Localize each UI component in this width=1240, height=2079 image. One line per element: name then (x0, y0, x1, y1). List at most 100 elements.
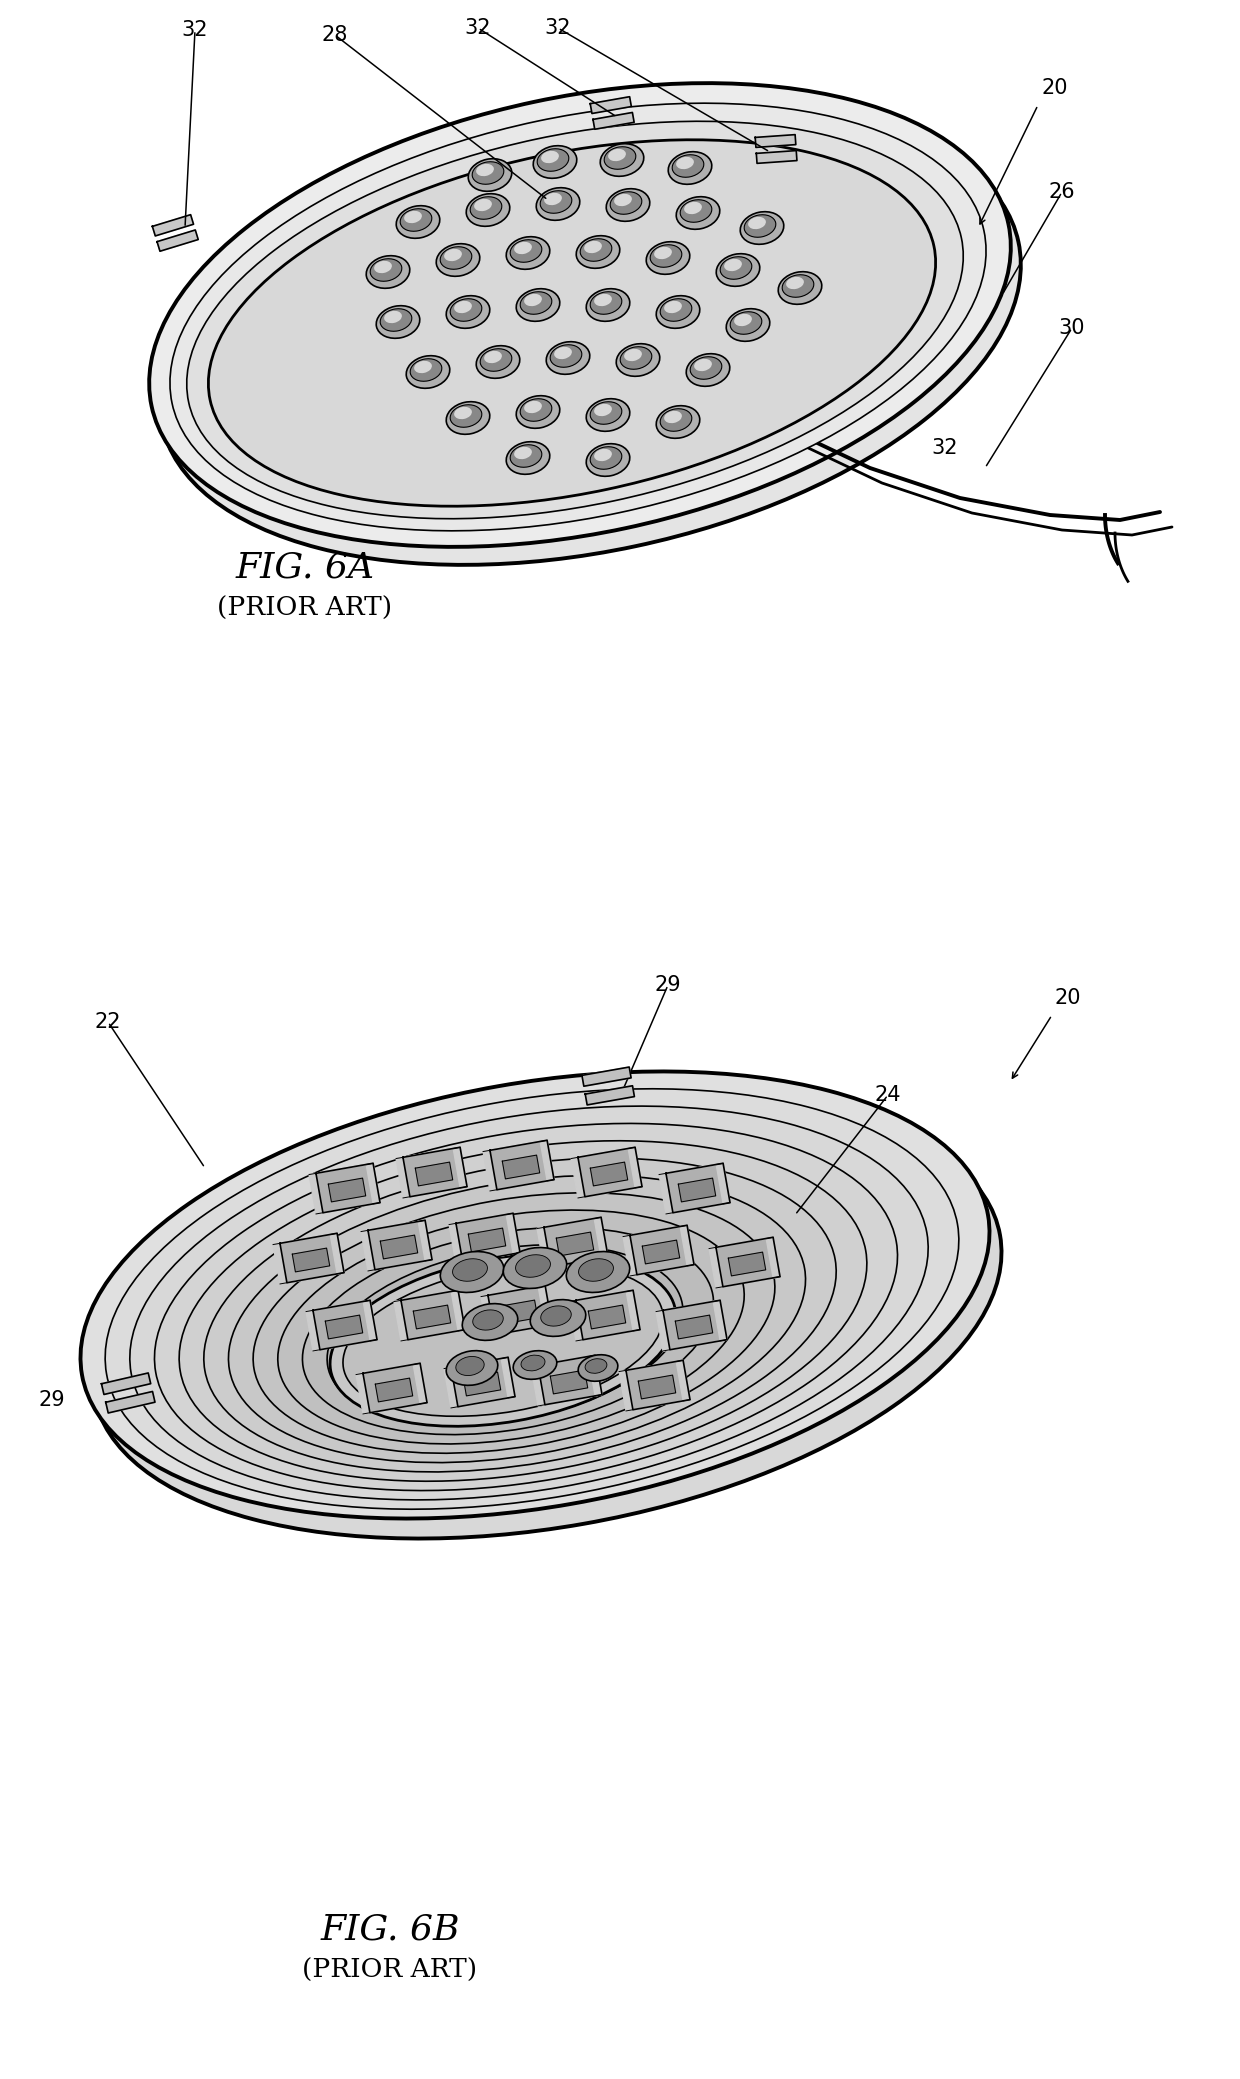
Ellipse shape (381, 310, 412, 331)
Polygon shape (481, 1285, 546, 1297)
Ellipse shape (608, 150, 626, 162)
Ellipse shape (454, 407, 472, 420)
Polygon shape (280, 1272, 343, 1285)
Ellipse shape (407, 356, 450, 389)
Polygon shape (575, 1291, 640, 1339)
Polygon shape (451, 1358, 515, 1407)
Ellipse shape (660, 299, 692, 322)
Ellipse shape (374, 260, 392, 272)
Polygon shape (544, 1218, 608, 1266)
Polygon shape (309, 1173, 322, 1214)
Ellipse shape (384, 312, 402, 322)
Ellipse shape (614, 193, 632, 206)
Polygon shape (330, 1233, 343, 1274)
Ellipse shape (503, 1247, 567, 1289)
Polygon shape (469, 1229, 506, 1252)
Polygon shape (593, 112, 634, 129)
Ellipse shape (531, 1299, 585, 1337)
Polygon shape (456, 1214, 520, 1262)
Polygon shape (709, 1247, 723, 1289)
Polygon shape (676, 1316, 713, 1339)
Ellipse shape (541, 1306, 572, 1326)
Polygon shape (755, 135, 796, 148)
Ellipse shape (253, 1193, 775, 1453)
Polygon shape (444, 1368, 458, 1407)
Polygon shape (537, 1227, 551, 1268)
Ellipse shape (453, 1258, 487, 1281)
Polygon shape (325, 1316, 362, 1339)
Polygon shape (590, 98, 631, 114)
Polygon shape (415, 1162, 453, 1185)
Ellipse shape (740, 212, 784, 245)
Ellipse shape (672, 154, 704, 177)
Ellipse shape (343, 1264, 663, 1416)
Polygon shape (717, 1164, 730, 1204)
Ellipse shape (655, 247, 672, 260)
Polygon shape (622, 1235, 637, 1277)
Polygon shape (709, 1237, 773, 1249)
Ellipse shape (155, 1123, 898, 1491)
Polygon shape (663, 1299, 727, 1349)
Ellipse shape (466, 193, 510, 227)
Polygon shape (368, 1260, 432, 1270)
Ellipse shape (515, 447, 532, 459)
Ellipse shape (81, 1071, 990, 1518)
Polygon shape (356, 1364, 420, 1374)
Ellipse shape (278, 1210, 744, 1445)
Polygon shape (531, 1356, 595, 1366)
Polygon shape (678, 1179, 715, 1202)
Text: 32: 32 (465, 19, 491, 37)
Polygon shape (715, 1237, 780, 1287)
Polygon shape (656, 1310, 670, 1351)
Ellipse shape (691, 358, 722, 378)
Polygon shape (309, 1164, 373, 1175)
Polygon shape (630, 1264, 694, 1277)
Polygon shape (401, 1291, 465, 1339)
Ellipse shape (537, 150, 569, 170)
Polygon shape (363, 1364, 427, 1414)
Ellipse shape (506, 237, 549, 270)
Ellipse shape (594, 293, 611, 306)
Ellipse shape (454, 301, 472, 314)
Polygon shape (544, 1256, 608, 1268)
Ellipse shape (587, 289, 630, 322)
Ellipse shape (208, 139, 936, 505)
Ellipse shape (554, 347, 572, 360)
Polygon shape (588, 1306, 626, 1328)
Ellipse shape (717, 254, 760, 287)
Ellipse shape (585, 1360, 606, 1374)
Ellipse shape (620, 347, 652, 370)
Polygon shape (444, 1358, 508, 1368)
Polygon shape (396, 1158, 410, 1198)
Ellipse shape (580, 239, 611, 262)
Polygon shape (541, 1139, 554, 1181)
Polygon shape (363, 1403, 427, 1414)
Ellipse shape (450, 405, 482, 428)
Polygon shape (656, 1299, 720, 1312)
Ellipse shape (590, 447, 621, 470)
Ellipse shape (782, 274, 813, 297)
Polygon shape (588, 1356, 603, 1395)
Text: 32: 32 (544, 19, 572, 37)
Ellipse shape (610, 191, 642, 214)
Polygon shape (102, 1372, 151, 1395)
Ellipse shape (149, 83, 1011, 547)
Text: 28: 28 (322, 25, 348, 46)
Ellipse shape (624, 349, 642, 362)
Ellipse shape (547, 341, 590, 374)
Ellipse shape (510, 445, 542, 468)
Polygon shape (681, 1225, 694, 1266)
Polygon shape (502, 1156, 539, 1179)
Text: 22: 22 (94, 1012, 122, 1031)
Polygon shape (590, 1162, 627, 1185)
Polygon shape (594, 1218, 608, 1258)
Polygon shape (626, 1399, 689, 1412)
Ellipse shape (463, 1304, 518, 1341)
Polygon shape (506, 1214, 520, 1254)
Polygon shape (403, 1187, 467, 1198)
Ellipse shape (551, 345, 582, 368)
Ellipse shape (470, 198, 502, 218)
Ellipse shape (371, 258, 402, 281)
Ellipse shape (656, 405, 699, 439)
Ellipse shape (665, 301, 682, 314)
